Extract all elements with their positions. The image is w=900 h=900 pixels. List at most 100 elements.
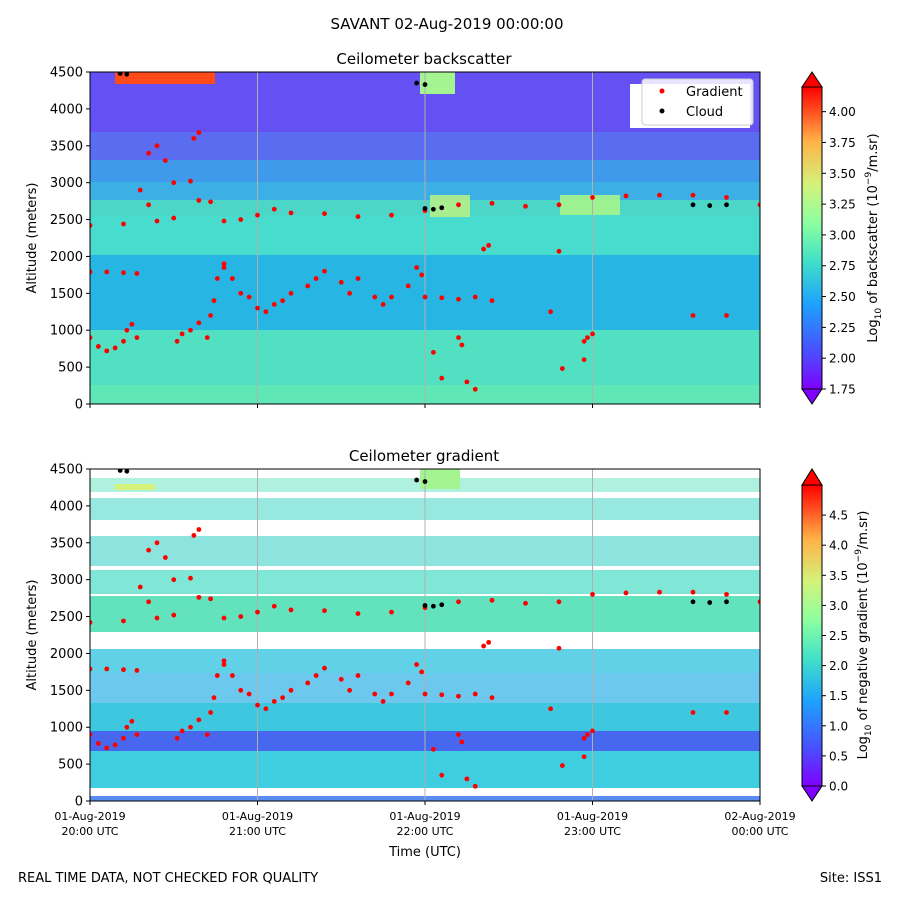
gradient-point [322,268,327,274]
gradient-point [124,724,130,730]
gradient-point [255,609,260,615]
gradient-point [559,366,565,371]
cloud-point [117,72,123,76]
cloud-point [422,82,428,87]
gradient-point [486,639,492,645]
gradient-point [90,269,93,275]
gradient-point [313,673,319,678]
colorbar-tick-label: 2.50 [829,290,856,304]
gradient-point [188,178,193,184]
gradient-point [439,772,445,778]
gradient-point [271,603,277,609]
gradient-point [456,202,461,208]
gradient-point [204,335,210,340]
y-axis-label: Altitude (meters) [25,183,40,294]
gradient-point [590,195,595,200]
colorbar: 1.75 2.00 2.25 2.50 2.75 3.00 3.25 3.50 3.75 4.00… [801,71,884,405]
gradient-point [623,590,629,596]
gradient-point [208,596,214,602]
colorbar-tick-label: 0.0 [829,780,848,794]
gradient-point [523,203,528,209]
colorbar-tick-label: 2.0 [829,659,848,673]
gradient-point [154,615,160,621]
gradient-point [380,699,386,704]
gradient-point [548,706,554,712]
gradient-point [288,290,294,296]
gradient-point [263,309,269,315]
gradient-point [90,620,93,625]
gradient-point [221,615,227,621]
y-tick-label: 3500 [50,139,83,154]
y-tick-label: 0 [75,398,83,413]
gradient-point [355,611,361,617]
gradient-point [280,298,286,304]
gradient-point [288,607,294,613]
gradient-point [238,687,244,693]
gradient-point [456,693,461,699]
y-tick-label: 4500 [50,463,83,478]
gradient-point [255,305,260,311]
gradient-point [154,540,160,546]
legend-label-gradient: Gradient [686,85,743,100]
y-tick-label: 2000 [50,250,83,265]
gradient-point [171,577,177,583]
gradient-point [191,533,197,538]
gradient-point [196,320,202,326]
gradient-point [146,150,152,156]
gradient-point [355,276,361,281]
gradient-point [204,732,210,737]
cloud-point [690,202,696,208]
gradient-point [208,313,214,318]
y-tick-label: 3500 [50,536,83,551]
gradient-point [171,180,177,186]
x-tick-label-date: 01-Aug-2019 [389,810,460,823]
gradient-point [134,732,140,737]
gradient-point [322,608,327,614]
gradient-point [757,599,760,605]
gradient-point [221,658,227,664]
gradient-point [585,335,590,340]
gradient-point [95,344,101,349]
gradient-point [104,745,110,751]
gradient-point [288,687,294,693]
gradient-point [389,609,394,615]
gradient-point [246,691,252,697]
gradient-point [174,735,180,741]
colorbar-tick-label: 3.0 [829,599,848,613]
gradient-point [146,202,152,208]
y-tick-label: 4000 [50,102,83,117]
gradient-point [121,667,126,673]
gradient-point [459,342,465,348]
gradient-point [338,676,344,682]
gradient-point [188,327,193,333]
x-axis: 01-Aug-2019 20:00 UTC 01-Aug-2019 21:00 UTC… [54,801,796,838]
colorbar-label: Log10 of backscatter (10−9/m.sr) [864,133,884,342]
gradient-point [489,200,495,206]
gradient-point [724,313,729,318]
x-tick-label-date: 01-Aug-2019 [222,810,293,823]
colorbar-min-arrow [801,388,823,405]
gradient-point [211,695,217,701]
y-tick-label: 2500 [50,213,83,228]
colorbar-min-arrow [801,785,823,802]
gradient-point [459,739,465,745]
gradient-point [372,691,378,697]
gradient-point [724,195,729,200]
gradient-point [472,691,478,697]
gradient-point [430,746,436,752]
panel-title: Ceilometer gradient [349,447,499,465]
gradient-point [171,612,177,618]
gradient-point [134,271,140,276]
gradient-point [657,192,662,198]
gradient-point [104,666,110,672]
gradient-point [112,742,118,748]
colorbar-tick-label: 3.75 [829,136,856,150]
gradient-point [154,143,160,149]
gradient-point [556,248,562,254]
gradient-point [590,331,595,337]
x-axis-label: Time (UTC) [388,845,461,860]
gradient-point [489,298,495,304]
colorbar-tick-label: 1.75 [829,383,856,397]
backscatter-scatter [90,72,760,392]
gradient-point [263,706,269,712]
